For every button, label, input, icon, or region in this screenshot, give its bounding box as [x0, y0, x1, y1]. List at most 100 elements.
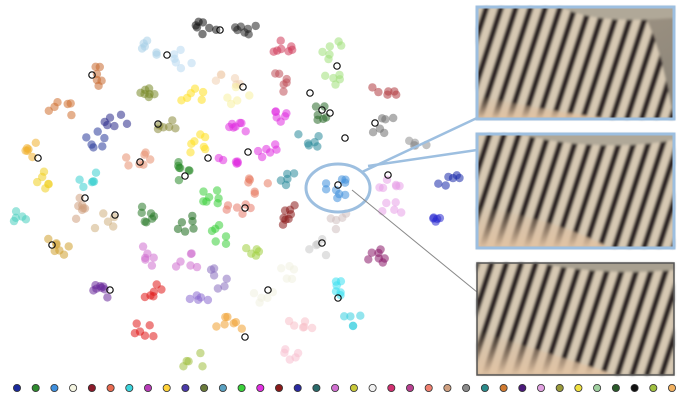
outlined-point: [384, 171, 392, 179]
scatter-point: [341, 190, 350, 200]
legend-swatch: [312, 383, 321, 392]
scatter-point: [321, 179, 331, 188]
scatter-point: [269, 47, 278, 56]
scatter-point: [263, 293, 272, 303]
scatter-point: [374, 87, 383, 97]
scatter-point: [198, 87, 208, 97]
scatter-point: [214, 153, 223, 163]
scatter-point: [149, 253, 158, 262]
scatter-point: [300, 317, 310, 326]
scatter-point: [221, 239, 231, 248]
scatter-point: [31, 138, 40, 147]
scatter-point: [380, 128, 389, 138]
outlined-point: [216, 26, 224, 34]
outlined-point: [326, 109, 334, 117]
scatter-point: [186, 249, 196, 259]
legend-swatch: [349, 383, 358, 392]
scatter-point: [79, 182, 88, 192]
outlined-point: [204, 154, 212, 162]
scatter-point: [189, 224, 198, 233]
scatter-point: [213, 284, 223, 293]
legend-swatch: [106, 383, 115, 392]
scatter-point: [174, 158, 183, 167]
scatter-point: [149, 332, 158, 341]
scatter-point: [122, 119, 132, 128]
scatter-point: [230, 74, 240, 83]
scatter-point: [272, 145, 281, 154]
legend-swatch: [87, 383, 96, 392]
scatter-point: [271, 69, 280, 78]
scatter-point: [87, 140, 96, 149]
scatter-point: [89, 177, 99, 186]
scatter-point: [173, 224, 183, 234]
outlined-point: [244, 148, 252, 156]
scatter-point: [281, 215, 290, 224]
scatter-point: [245, 91, 254, 100]
outlined-point: [318, 106, 326, 114]
scatter-point: [122, 153, 131, 162]
scatter-point: [211, 237, 220, 246]
scatter-point: [159, 123, 168, 132]
callout-line-middle: [367, 148, 478, 168]
scatter-point: [257, 152, 267, 162]
scatter-point: [320, 102, 329, 111]
cluster-points: [9, 17, 464, 371]
scatter-point: [212, 186, 222, 195]
scatter-point: [285, 355, 294, 364]
scatter-point: [231, 82, 241, 92]
scatter-point: [375, 183, 384, 192]
legend-swatch: [405, 383, 414, 392]
scatter-point: [346, 312, 355, 321]
scatter-point: [9, 216, 19, 226]
scatter-point: [169, 50, 179, 59]
scatter-point: [249, 289, 259, 298]
scatter-point: [44, 234, 53, 244]
legend-swatch: [574, 383, 583, 392]
outlined-point: [341, 134, 349, 142]
legend-swatch: [387, 383, 396, 392]
scatter-point: [368, 128, 378, 137]
scatter-point: [53, 98, 62, 107]
scatter-point: [223, 93, 232, 102]
scatter-point: [431, 217, 440, 226]
outlined-point: [241, 333, 249, 341]
crop-top: [475, 5, 676, 121]
legend-swatch: [593, 383, 602, 392]
highlight-callout: [304, 116, 478, 293]
scatter-point: [204, 193, 214, 202]
scatter-point: [135, 327, 145, 336]
scatter-point: [289, 169, 299, 178]
scatter-point: [280, 112, 290, 121]
outlined-point: [241, 204, 249, 212]
scatter-point: [91, 281, 100, 290]
scatter-point: [333, 193, 342, 203]
outlined-point: [88, 71, 96, 79]
legend-swatch: [499, 383, 508, 392]
scatter-point: [91, 62, 100, 71]
scatter-point: [290, 321, 299, 330]
scatter-point: [318, 47, 327, 57]
legend-swatch: [200, 383, 209, 392]
scatter-point: [124, 161, 133, 170]
scatter-point: [116, 110, 126, 120]
scatter-point: [94, 81, 103, 91]
scatter-point: [140, 292, 150, 302]
scatter-point: [321, 71, 330, 81]
scatter-point: [235, 118, 245, 128]
scatter-point: [313, 240, 322, 249]
scatter-point: [171, 124, 180, 133]
scatter-point: [390, 87, 399, 96]
scatter-point: [139, 39, 148, 48]
legend-swatch: [462, 383, 471, 392]
scatter-point: [374, 254, 383, 263]
outlined-point: [81, 194, 89, 202]
scatter-point: [340, 312, 349, 321]
highlight-ellipse: [304, 162, 372, 214]
scatter-point: [287, 274, 297, 284]
scatter-point: [71, 214, 81, 223]
scatter-point: [331, 224, 341, 234]
scatter-point: [174, 176, 184, 185]
scatter-point: [263, 179, 272, 188]
scatter-point: [382, 198, 391, 208]
